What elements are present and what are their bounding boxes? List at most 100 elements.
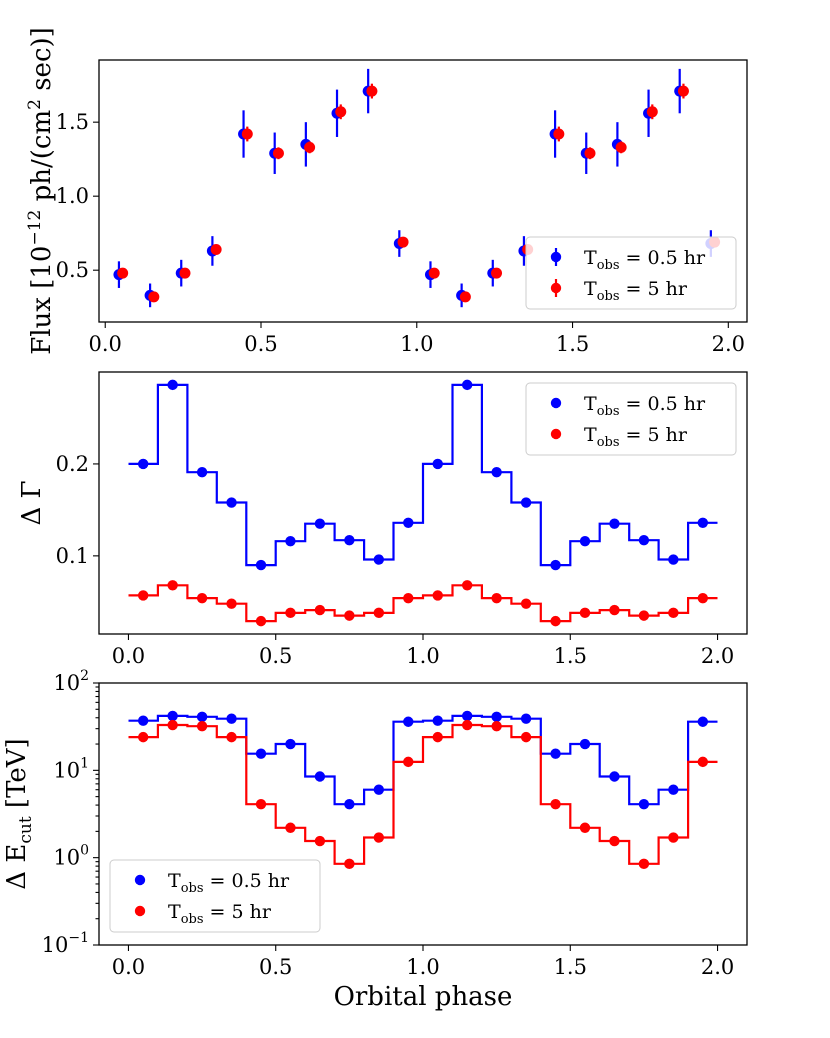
delta-gamma-data-point — [432, 590, 443, 601]
flux-data-point — [584, 147, 596, 159]
delta-ecut-data-point — [167, 719, 178, 731]
flux-data-point — [677, 85, 689, 97]
flux-y-tick-label: 1.5 — [56, 110, 89, 134]
delta-gamma-data-point — [491, 592, 502, 604]
delta-ecut-data-point — [403, 756, 414, 768]
flux-legend-label-t: T — [584, 247, 597, 269]
delta-gamma-x-tick-label: 2.0 — [701, 644, 734, 668]
delta-gamma-data-point — [403, 517, 414, 528]
flux-panel: 0.0 0.5 1.0 1.5 2.0 0.5 1.0 1.5 Flux [10−12 ph… — [25, 27, 748, 356]
delta-gamma-legend-box — [525, 382, 737, 456]
delta-ecut-x-tick-label: 0.0 — [112, 955, 145, 979]
delta-gamma-data-point — [373, 554, 385, 565]
flux-data-point — [397, 236, 409, 248]
flux-x-tick-label: 1.5 — [556, 332, 589, 356]
delta-ecut-legend-box — [109, 859, 321, 933]
delta-ecut-y-tick-label: 102 — [53, 668, 89, 695]
flux-x-tick-label: 0.0 — [89, 332, 122, 356]
delta-gamma-legend-label-sub: obs — [597, 435, 620, 450]
delta-ecut-data-point — [373, 832, 385, 843]
delta-ecut-data-point — [638, 858, 650, 870]
delta-gamma-data-point — [461, 379, 473, 391]
delta-gamma-legend-label: Tobs = 0.5 hr — [584, 393, 706, 419]
delta-gamma-x-ticks: 0.0 0.5 1.0 1.5 2.0 — [112, 634, 734, 668]
flux-y-axis-label: Flux [10−12 ph/(cm2 sec)] — [25, 27, 57, 355]
delta-ecut-data-point — [461, 719, 473, 731]
flux-data-point — [179, 267, 191, 279]
delta-gamma-data-point — [373, 607, 385, 619]
delta-ecut-legend-label-t: T — [168, 901, 181, 923]
flux-y-tick-label: 0.5 — [56, 258, 89, 282]
flux-data-point — [335, 106, 347, 118]
flux-legend-label: Tobs = 0.5 hr — [584, 247, 706, 273]
flux-data-point — [210, 243, 222, 255]
delta-ecut-y-axis-label: Δ Ecut [TeV] — [2, 738, 36, 889]
delta-gamma-data-point — [491, 467, 502, 478]
delta-ecut-legend-label: Tobs = 0.5 hr — [168, 870, 290, 896]
flux-data-point — [428, 267, 440, 279]
delta-ecut-y-tick-exponent: −1 — [68, 930, 89, 946]
delta-ecut-y-tick-base: 10 — [53, 758, 80, 782]
delta-ecut-data-point — [491, 711, 502, 723]
delta-gamma-data-point — [609, 604, 620, 616]
delta-ecut-data-point — [579, 738, 591, 750]
delta-gamma-data-point — [314, 518, 326, 529]
delta-gamma-data-point — [137, 458, 149, 470]
flux-y-tick-label: 1.0 — [56, 184, 89, 208]
delta-ecut-x-tick-label: 2.0 — [701, 955, 734, 979]
delta-gamma-data-point — [461, 580, 473, 591]
delta-ecut-data-point — [167, 710, 178, 722]
delta-ecut-data-point — [609, 771, 620, 782]
delta-gamma-data-point — [403, 592, 414, 604]
delta-gamma-data-point — [609, 518, 620, 529]
delta-gamma-legend-label-t: T — [584, 393, 597, 415]
delta-ecut-legend-marker — [134, 905, 146, 917]
delta-gamma-legend-label: Tobs = 5 hr — [584, 424, 688, 450]
delta-ecut-legend-label: Tobs = 5 hr — [168, 901, 272, 927]
delta-gamma-legend-label-sub: obs — [597, 404, 620, 419]
delta-ecut-y-tick-base: 10 — [53, 671, 80, 695]
flux-data-point — [459, 291, 471, 303]
delta-ecut-data-point — [550, 798, 561, 810]
delta-ecut-x-tick-label: 1.5 — [554, 955, 587, 979]
flux-legend-marker — [550, 282, 562, 294]
flux-data-point — [148, 291, 160, 303]
delta-ecut-data-point — [550, 748, 561, 759]
delta-gamma-data-point — [579, 535, 591, 547]
delta-ecut-data-point — [403, 716, 414, 727]
delta-ecut-data-point — [344, 798, 355, 810]
delta-gamma-data-point — [137, 590, 149, 601]
delta-ecut-data-point — [461, 710, 473, 722]
delta-ecut-legend-label-t: T — [168, 870, 181, 892]
delta-ecut-legend-label-rest: = 5 hr — [204, 901, 272, 923]
flux-y-ticks: 0.5 1.0 1.5 — [56, 110, 99, 282]
flux-data-point — [304, 141, 316, 153]
delta-ecut-data-point — [137, 731, 149, 743]
delta-gamma-data-point — [550, 559, 561, 571]
flux-data-point — [553, 128, 565, 140]
delta-ecut-data-point — [226, 731, 237, 743]
delta-gamma-x-tick-label: 0.5 — [259, 644, 292, 668]
flux-data-point — [491, 267, 503, 279]
delta-gamma-y-axis-label: Δ Γ — [17, 480, 47, 525]
delta-ecut-y-tick-exponent: 0 — [80, 843, 89, 859]
delta-gamma-panel: 0.0 0.5 1.0 1.5 2.0 0.1 0.2 Δ Γ Tobs = 0.5 hr… — [17, 371, 748, 668]
delta-gamma-data-point — [668, 554, 679, 565]
delta-gamma-y-tick-label: 0.2 — [56, 452, 89, 476]
delta-gamma-data-point — [167, 580, 178, 591]
delta-ecut-data-point — [697, 756, 709, 768]
flux-plot-frame — [98, 59, 748, 323]
flux-x-tick-label: 1.0 — [400, 332, 433, 356]
delta-ecut-data-point — [373, 784, 385, 795]
delta-ecut-data-point — [344, 858, 355, 870]
delta-ecut-data-point — [432, 731, 443, 743]
flux-data-point — [366, 85, 378, 97]
delta-ecut-data-point — [432, 715, 443, 726]
delta-gamma-data-point — [638, 610, 650, 621]
delta-ecut-y-tick-base: 10 — [53, 846, 80, 870]
delta-gamma-data-point — [314, 604, 326, 616]
flux-legend-marker — [550, 251, 562, 263]
delta-gamma-data-point — [226, 497, 237, 508]
